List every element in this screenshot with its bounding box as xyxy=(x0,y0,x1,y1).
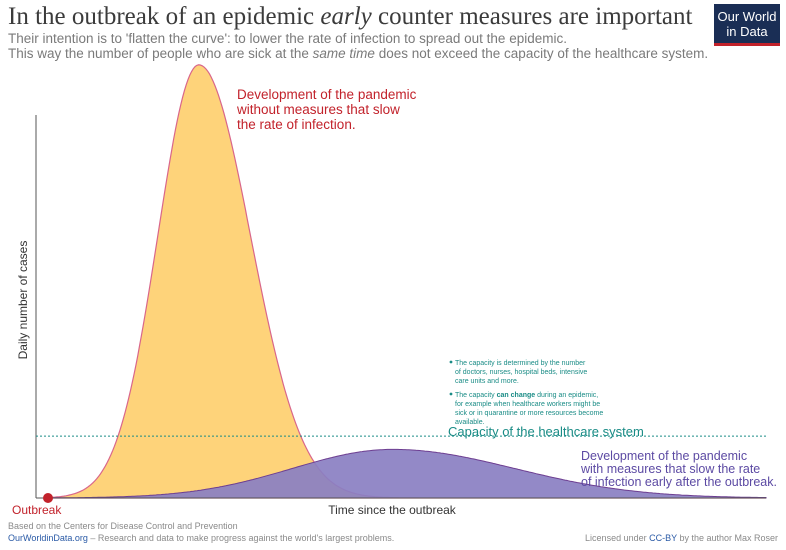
y-axis-label: Daily number of cases xyxy=(16,241,30,360)
license-link[interactable]: CC-BY xyxy=(649,533,677,543)
note1-line1: The capacity is determined by the number xyxy=(455,360,586,367)
chart-title: In the outbreak of an epidemic early cou… xyxy=(8,3,692,31)
outbreak-label: Outbreak xyxy=(12,503,62,517)
subtitle2-part1: This way the number of people who are si… xyxy=(8,46,313,61)
title-part1: In the outbreak of an epidemic xyxy=(8,3,321,30)
note2-line4: available. xyxy=(455,419,485,426)
footer-site-rest: – Research and data to make progress aga… xyxy=(87,533,395,543)
license-pre: Licensed under xyxy=(585,533,650,543)
title-part2: counter measures are important xyxy=(371,3,693,30)
unmitigated-label-line2: without measures that slow xyxy=(236,102,400,117)
footer-site-link[interactable]: OurWorldinData.org xyxy=(8,533,88,543)
logo-line1: Our World xyxy=(717,9,777,24)
note2-line1-c: during an epidemic, xyxy=(535,392,598,399)
capacity-notes: The capacity is determined by the number… xyxy=(449,360,603,426)
unmitigated-label: Development of the pandemic without meas… xyxy=(236,87,417,132)
subtitle-line2: This way the number of people who are si… xyxy=(8,46,708,61)
mitigated-label-line2: with measures that slow the rate xyxy=(580,462,760,476)
note2-line1-bold: can change xyxy=(497,392,536,399)
outbreak-dot xyxy=(43,493,53,503)
footer-site: OurWorldinData.org – Research and data t… xyxy=(8,533,394,543)
note2-line1-a: The capacity xyxy=(455,392,497,399)
title-emphasis: early xyxy=(320,3,372,30)
subtitle-line1: Their intention is to 'flatten the curve… xyxy=(8,31,567,46)
area-mitigated xyxy=(47,448,767,499)
x-axis-label: Time since the outbreak xyxy=(328,503,457,517)
area-unmitigated xyxy=(47,64,766,499)
note2-line2: for example when healthcare workers migh… xyxy=(455,401,600,408)
unmitigated-label-line3: the rate of infection. xyxy=(237,117,356,132)
note2-line3: sick or in quarantine or more resources … xyxy=(455,410,603,417)
mitigated-label-line3: of infection early after the outbreak. xyxy=(581,475,777,489)
owid-logo[interactable]: Our World in Data xyxy=(714,4,780,46)
footer-source: Based on the Centers for Disease Control… xyxy=(8,521,238,531)
note2-line1: The capacity can change during an epidem… xyxy=(455,392,598,399)
note1-bullet xyxy=(449,360,453,364)
license-post: by the author Max Roser xyxy=(676,533,778,543)
logo-line2: in Data xyxy=(726,24,768,39)
note2-bullet xyxy=(449,392,453,396)
note1-line3: care units and more. xyxy=(455,378,519,385)
footer-license: Licensed under CC-BY by the author Max R… xyxy=(585,533,778,543)
note1-line2: of doctors, nurses, hospital beds, inten… xyxy=(455,369,587,376)
subtitle2-part2: does not exceed the capacity of the heal… xyxy=(374,46,709,61)
mitigated-label-line1: Development of the pandemic xyxy=(581,449,747,463)
unmitigated-label-line1: Development of the pandemic xyxy=(237,87,417,102)
capacity-label: Capacity of the healthcare system xyxy=(448,424,644,439)
subtitle2-emphasis: same time xyxy=(312,46,375,61)
mitigated-label: Development of the pandemic with measure… xyxy=(580,449,777,489)
